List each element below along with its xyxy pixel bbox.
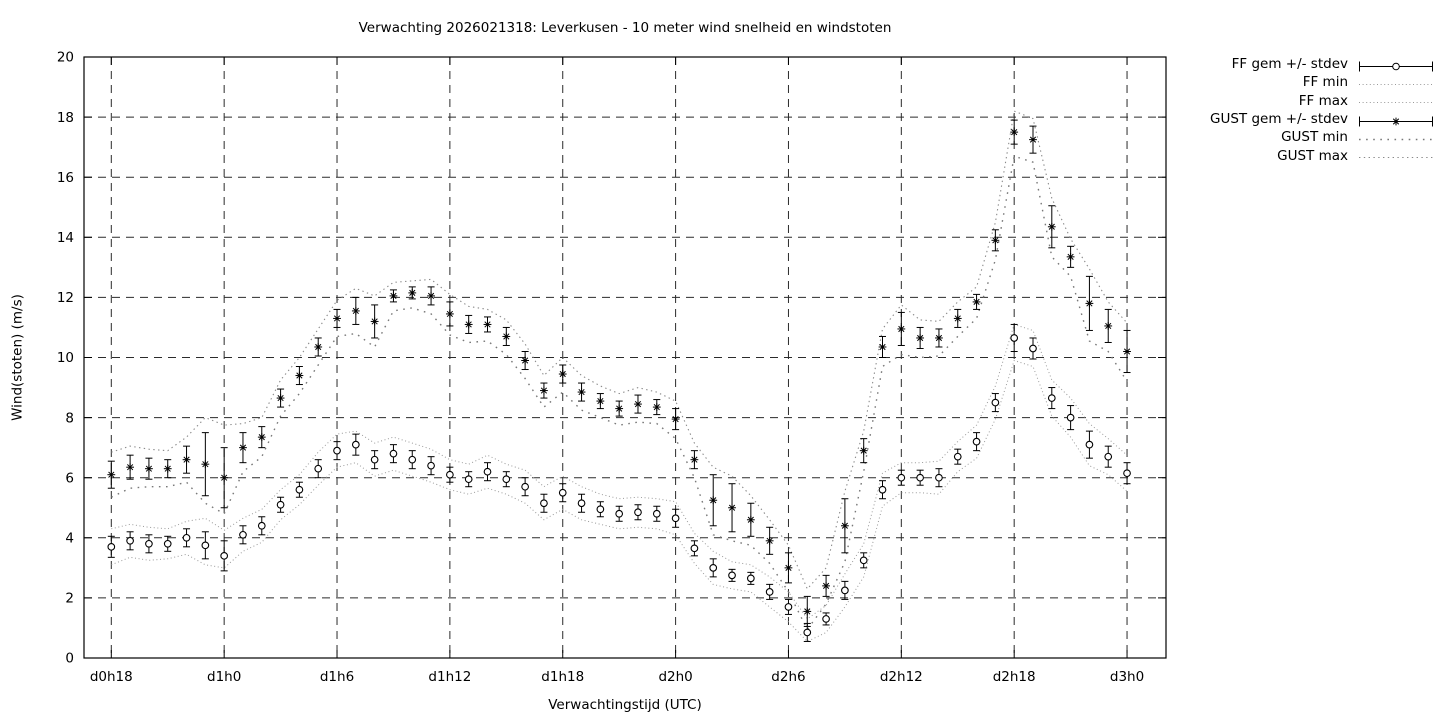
svg-text:d1h0: d1h0	[207, 669, 241, 685]
legend-label: FF max	[1298, 92, 1348, 109]
x-axis-label: Verwachtingstijd (UTC)	[548, 697, 702, 713]
legend-item-gust-mean: GUST gem +/- stdev	[1040, 110, 1434, 128]
dotted-line-sample-icon	[1358, 149, 1434, 162]
svg-text:d0h18: d0h18	[90, 669, 133, 685]
svg-text:d2h0: d2h0	[658, 669, 692, 685]
svg-text:d1h12: d1h12	[428, 669, 471, 685]
svg-text:16: 16	[57, 170, 74, 186]
legend-label: FF gem +/- stdev	[1231, 56, 1348, 73]
errorbar-asterisk-sample-icon	[1358, 113, 1434, 127]
legend-label: FF min	[1302, 74, 1348, 91]
svg-text:4: 4	[65, 531, 74, 547]
legend: FF gem +/- stdev FF min FF max GUST gem …	[1040, 55, 1434, 165]
dotted-line-sample-icon	[1358, 94, 1434, 107]
legend-item-ff-mean: FF gem +/- stdev	[1040, 55, 1434, 73]
svg-text:0: 0	[65, 651, 74, 667]
chart-title: Verwachting 2026021318: Leverkusen - 10 …	[358, 20, 892, 36]
svg-text:10: 10	[57, 350, 74, 366]
legend-item-ff-min: FF min	[1040, 73, 1434, 91]
legend-label: GUST min	[1281, 129, 1348, 146]
legend-item-gust-min: GUST min	[1040, 128, 1434, 146]
svg-text:6: 6	[65, 470, 74, 486]
legend-label: GUST max	[1277, 147, 1348, 164]
svg-text:20: 20	[57, 50, 74, 66]
legend-item-gust-max: GUST max	[1040, 146, 1434, 164]
y-axis-label: Wind(stoten) (m/s)	[9, 294, 26, 421]
svg-text:d2h18: d2h18	[993, 669, 1036, 685]
legend-label: GUST gem +/- stdev	[1210, 111, 1348, 128]
svg-text:d2h6: d2h6	[771, 669, 805, 685]
dotted-line-sample-icon	[1358, 131, 1434, 144]
svg-text:d2h12: d2h12	[880, 669, 923, 685]
svg-text:18: 18	[57, 110, 74, 126]
dotted-line-sample-icon	[1358, 76, 1434, 89]
svg-text:2: 2	[65, 591, 74, 607]
svg-text:d3h0: d3h0	[1110, 669, 1144, 685]
svg-text:14: 14	[57, 230, 74, 246]
svg-text:8: 8	[65, 410, 74, 426]
errorbar-circle-sample-icon	[1358, 58, 1434, 72]
legend-item-ff-max: FF max	[1040, 92, 1434, 110]
svg-text:12: 12	[57, 290, 74, 306]
svg-text:d1h18: d1h18	[541, 669, 584, 685]
svg-text:d1h6: d1h6	[320, 669, 354, 685]
